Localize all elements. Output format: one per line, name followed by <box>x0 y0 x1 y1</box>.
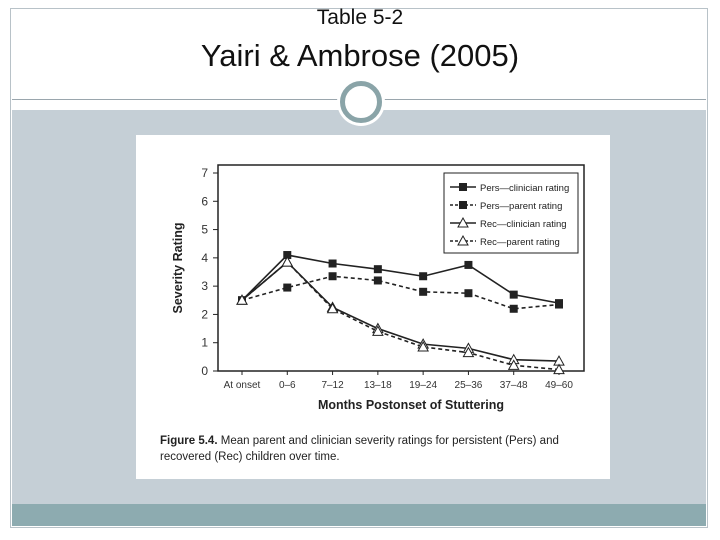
x-tick-label: 19–24 <box>409 380 437 391</box>
data-point-s1-4 <box>373 265 382 274</box>
data-point-s1-6 <box>464 260 473 269</box>
y-tick-label: 1 <box>201 336 208 350</box>
series-line-3 <box>241 261 560 362</box>
data-point-s1-3 <box>328 259 337 268</box>
legend-entry-label: Pers—clinician rating <box>480 183 569 194</box>
data-point-s4-7 <box>507 359 520 370</box>
x-tick-label: 7–12 <box>321 380 344 391</box>
y-tick-label: 5 <box>201 223 208 237</box>
y-tick-label: 3 <box>201 279 208 293</box>
x-tick-label: At onset <box>224 380 261 391</box>
data-point-s2-8 <box>555 300 563 309</box>
slide-title: Yairi & Ambrose (2005) <box>200 38 520 73</box>
data-point-s4-3 <box>326 302 339 314</box>
y-axis-label: Severity Rating <box>171 222 185 313</box>
data-point-s1-2 <box>283 251 292 260</box>
x-tick-label: 25–36 <box>455 380 483 391</box>
legend-entry-label: Rec—clinician rating <box>480 219 567 230</box>
x-tick-label: 0–6 <box>279 380 296 391</box>
x-tick-label: 13–18 <box>364 380 392 391</box>
data-point-s1-5 <box>419 272 428 281</box>
data-point-s4-5 <box>417 340 429 352</box>
y-tick-label: 0 <box>201 364 208 378</box>
y-tick-label: 4 <box>201 251 208 265</box>
severity-line-chart: 0 1 2 3 4 5 6 7 At onset 0–6 7–12 13–18 19–24 25–36 37… <box>171 164 585 412</box>
y-tick-label: 7 <box>201 166 208 180</box>
series-line-1 <box>241 254 560 304</box>
slide-frame <box>10 8 708 528</box>
figure-image: 0 1 2 3 4 5 6 7 At onset 0–6 7–12 13–18 19–24 25–36 37… <box>136 135 610 479</box>
data-point-s4-4 <box>372 325 384 336</box>
legend-swatch-marker <box>459 183 467 191</box>
slide-subtitle: Table 5-2 <box>316 6 404 29</box>
series-line-4 <box>241 261 560 371</box>
x-tick-label: 49–60 <box>545 380 573 391</box>
plot-area-frame <box>217 164 585 372</box>
data-point-s1-7 <box>509 290 518 299</box>
data-point-s4-8 <box>553 363 565 375</box>
series-line-2 <box>241 275 560 310</box>
x-axis-label: Months Postonset of Stuttering <box>318 398 504 412</box>
footer-bar <box>12 504 706 526</box>
legend-entry-label: Rec—parent rating <box>480 237 560 248</box>
data-point-s4-2 <box>281 256 294 267</box>
data-point-s4-1 <box>236 294 248 305</box>
data-point-s2-6 <box>464 289 473 298</box>
legend-swatch-marker <box>459 201 467 209</box>
figure-caption-text: Mean parent and clinician severity ratin… <box>160 435 559 463</box>
data-point-s2-2 <box>283 283 292 292</box>
y-tick-label: 2 <box>201 307 208 321</box>
y-tick-label: 6 <box>201 194 208 208</box>
legend-swatch-marker <box>457 216 469 228</box>
legend-swatch-marker <box>457 234 469 246</box>
data-point-s4-6 <box>462 346 475 358</box>
divider-circle-ornament <box>340 81 382 123</box>
data-point-s2-4 <box>373 276 382 285</box>
data-point-s2-7 <box>509 304 518 313</box>
legend-entry-label: Pers—parent rating <box>480 201 562 212</box>
data-point-s2-3 <box>328 272 337 281</box>
figure-label: Figure 5.4. <box>160 435 218 447</box>
figure-caption: Figure 5.4. Mean parent and clinician se… <box>160 433 590 465</box>
data-point-s2-5 <box>419 287 428 296</box>
x-tick-label: 37–48 <box>500 380 528 391</box>
